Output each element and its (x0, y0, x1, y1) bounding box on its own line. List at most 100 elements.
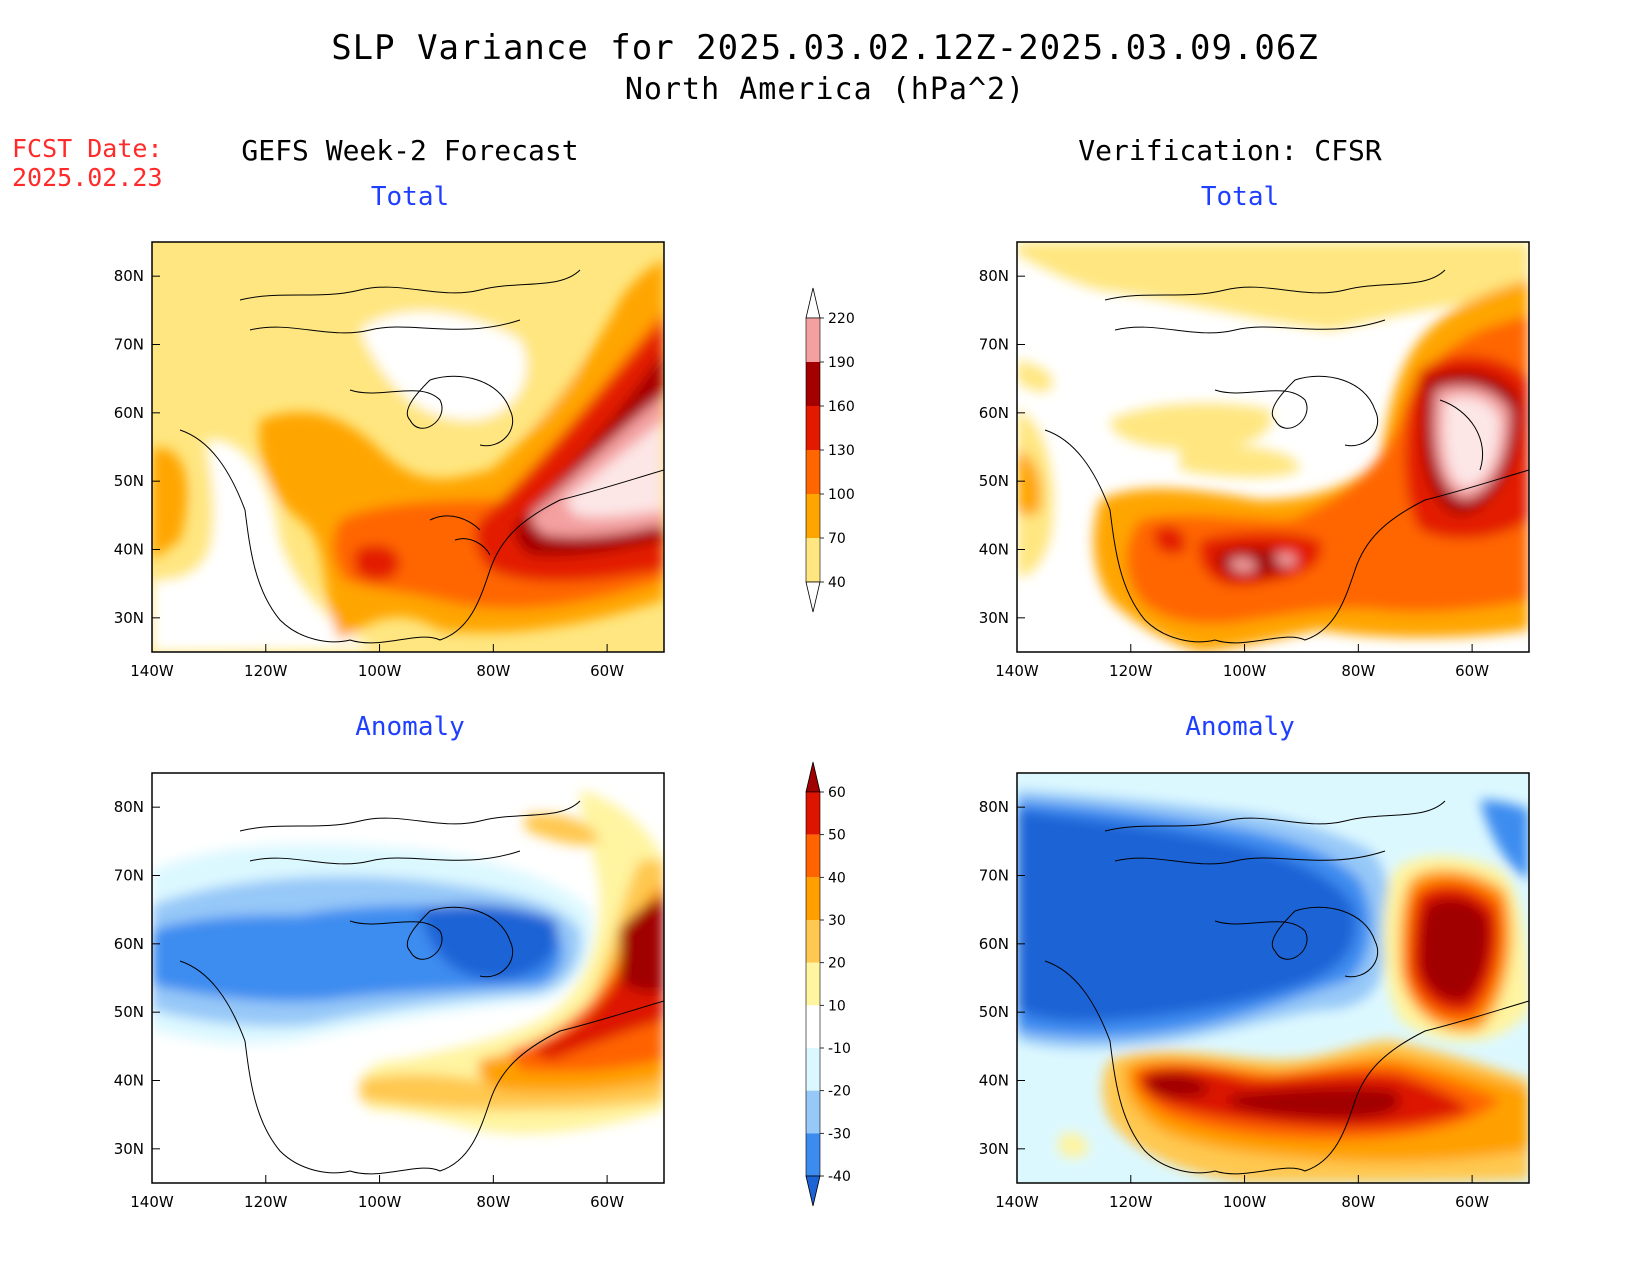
y-tick-label: 50N (114, 1003, 144, 1021)
x-tick-label: 140W (995, 662, 1039, 680)
x-tick-label: 100W (1223, 1193, 1267, 1211)
y-tick-label: 60N (114, 404, 144, 422)
colorbar-segment (806, 1090, 820, 1134)
x-tick-label: 60W (1455, 1193, 1489, 1211)
y-tick-label: 50N (979, 1003, 1009, 1021)
y-tick-label: 50N (979, 472, 1009, 490)
y-tick-label: 30N (114, 609, 144, 627)
panel-title-top-right: Total (1200, 182, 1280, 212)
x-tick-label: 60W (590, 1193, 624, 1211)
x-tick-label: 80W (476, 662, 510, 680)
map-cfsr-total (1017, 242, 1529, 652)
y-tick-label: 80N (979, 798, 1009, 816)
colorbar-segment (806, 450, 820, 494)
y-tick-label: 70N (979, 867, 1009, 885)
colorbar-segment (806, 834, 820, 878)
colorbar-label: -20 (828, 1084, 851, 1100)
colorbar-label: 60 (828, 785, 846, 801)
forecast-date-label: FCST Date: (12, 134, 163, 163)
colorbar-label: 130 (828, 443, 855, 459)
y-tick-label: 50N (114, 472, 144, 490)
colorbar-label: 40 (828, 870, 846, 886)
frame-top-right (1016, 241, 1530, 653)
colorbar-segment (806, 1048, 820, 1091)
colorbar-segment (806, 877, 820, 920)
forecast-date-value: 2025.02.23 (12, 163, 163, 192)
colorbar-segment (806, 406, 820, 450)
y-tick-label: 60N (114, 935, 144, 953)
y-tick-label: 80N (114, 267, 144, 285)
colorbar-label: 20 (828, 956, 846, 972)
colorbar-label: -40 (828, 1169, 851, 1185)
colorbar-segment (806, 538, 820, 582)
x-tick-label: 60W (1455, 662, 1489, 680)
y-tick-label: 40N (114, 541, 144, 559)
colorbar-cap-top (805, 761, 821, 793)
right-column-title: Verification: CFSR (1078, 134, 1382, 167)
coastlines (179, 269, 1529, 1175)
x-tick-label: 80W (1341, 1193, 1375, 1211)
y-tick-label: 70N (979, 336, 1009, 354)
x-tick-label: 120W (1109, 1193, 1153, 1211)
x-tick-label: 120W (1109, 662, 1153, 680)
colorbar-label: 220 (828, 311, 855, 327)
panel-title-bottom-right: Anomaly (1185, 712, 1295, 742)
x-tick-label: 100W (1223, 662, 1267, 680)
colorbar-segment (806, 920, 820, 963)
colorbar-segment (806, 962, 820, 1006)
y-tick-label: 70N (114, 867, 144, 885)
figure-title: SLP Variance for 2025.03.02.12Z-2025.03.… (331, 28, 1319, 68)
forecast-date: FCST Date: 2025.02.23 (12, 134, 163, 192)
colorbar-segment (806, 362, 820, 406)
colorbar-label: -30 (828, 1126, 851, 1142)
colorbar-label: 100 (828, 487, 855, 503)
colorbar-anomaly: -40 -30 -20 -10 10 20 30 40 50 60 (805, 761, 851, 1207)
y-tick-label: 40N (114, 1072, 144, 1090)
y-tick-label: 40N (979, 541, 1009, 559)
colorbar-label: -10 (828, 1041, 851, 1057)
y-tick-label: 30N (979, 1140, 1009, 1158)
colorbar-segment (806, 318, 820, 362)
figure-subtitle: North America (hPa^2) (624, 72, 1026, 107)
y-tick-label: 30N (979, 609, 1009, 627)
y-tick-label: 80N (979, 267, 1009, 285)
colorbar-label: 40 (828, 575, 846, 591)
frame-bottom-left (151, 772, 665, 1184)
y-tick-label: 80N (114, 798, 144, 816)
colorbar-segment (806, 1005, 820, 1048)
colorbar-label: 50 (828, 828, 846, 844)
colorbar-segment (806, 1133, 820, 1176)
x-tick-label: 60W (590, 662, 624, 680)
left-column-title: GEFS Week-2 Forecast (241, 134, 579, 167)
colorbar-cap-top (805, 287, 821, 319)
frame-top-left (151, 241, 665, 653)
frame-bottom-right (1016, 772, 1530, 1184)
panel-title-bottom-left: Anomaly (355, 712, 465, 742)
colorbar-segment (806, 792, 820, 835)
y-tick-label: 40N (979, 1072, 1009, 1090)
x-tick-label: 120W (244, 1193, 288, 1211)
colorbar-label: 10 (828, 998, 846, 1014)
colorbar-cap-bottom (805, 581, 821, 613)
panel-title-top-left: Total (370, 182, 450, 212)
colorbar-segment (806, 494, 820, 538)
x-tick-label: 120W (244, 662, 288, 680)
colorbar-cap-bottom (805, 1175, 821, 1207)
y-tick-label: 70N (114, 336, 144, 354)
colorbar-label: 30 (828, 913, 846, 929)
colorbar-label: 190 (828, 355, 855, 371)
colorbar-label: 160 (828, 399, 855, 415)
x-tick-label: 140W (130, 662, 174, 680)
y-tick-label: 30N (114, 1140, 144, 1158)
map-gefs-anomaly (152, 773, 664, 1183)
x-tick-label: 140W (995, 1193, 1039, 1211)
map-cfsr-anomaly (1017, 773, 1529, 1183)
map-gefs-total (152, 242, 664, 652)
axes-layer: 140W 120W 100W 80W 60W 30N 40N 50N 60N 70N 80N 140W… (114, 267, 1490, 1211)
x-tick-label: 100W (358, 1193, 402, 1211)
colorbar-label: 70 (828, 531, 846, 547)
x-tick-label: 100W (358, 662, 402, 680)
x-tick-label: 80W (476, 1193, 510, 1211)
y-tick-label: 60N (979, 935, 1009, 953)
